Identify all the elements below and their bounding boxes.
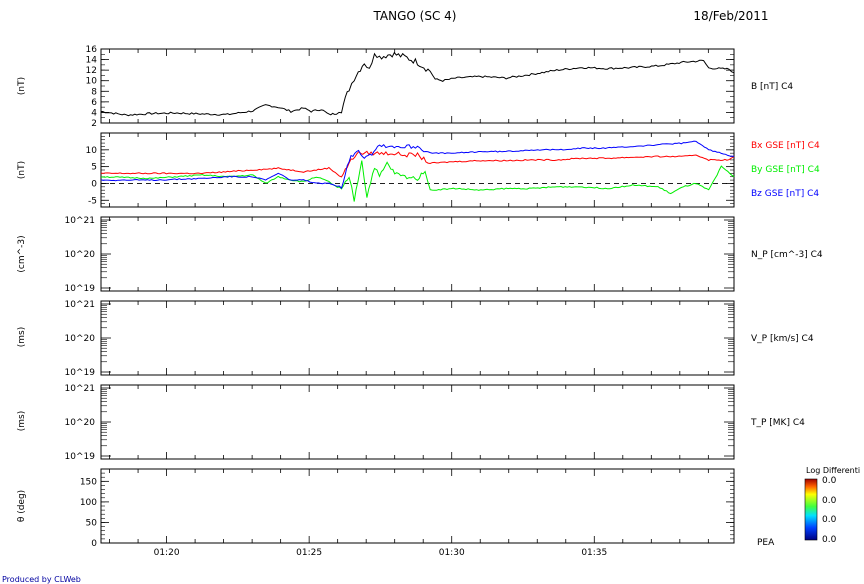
- panel-3-frame: [100, 216, 735, 292]
- panel5-right-label: T_P [MK] C4: [750, 418, 805, 428]
- y-tick-label: 0: [91, 539, 97, 549]
- colorbar-label-bottom: 0.0: [822, 535, 837, 545]
- panel-4-frame: [100, 300, 735, 376]
- panel4-ylabel: (ms): [17, 327, 27, 347]
- y-tick-label: 10^21: [65, 216, 95, 226]
- colorbar-title: Log Differenti: [806, 466, 860, 475]
- y-tick-label: 50: [86, 518, 98, 528]
- colorbar-label-top: 0.0: [822, 476, 837, 486]
- y-tick-label: 10^19: [65, 368, 96, 378]
- panel-1-frame: [100, 48, 735, 124]
- y-tick-label: 10^20: [65, 334, 96, 344]
- panel-5-frame: [100, 384, 735, 460]
- y-tick-label: 10^19: [65, 284, 96, 294]
- panel6-ylabel: θ (deg): [17, 490, 27, 522]
- y-tick-label: 16: [86, 45, 98, 55]
- x-tick-label: 01:20: [154, 548, 180, 558]
- panel-2-frame: [100, 132, 735, 208]
- colorbar-label-2: 0.0: [822, 496, 837, 506]
- x-tick-label: 01:35: [581, 548, 607, 558]
- y-tick-label: 10^20: [65, 418, 96, 428]
- y-tick-label: 10: [86, 77, 98, 87]
- panel3-right-label: N_P [cm^-3] C4: [751, 250, 823, 260]
- colorbar-side-label: PEA: [757, 538, 775, 548]
- series-line-bz: [100, 140, 735, 190]
- y-tick-label: 14: [86, 56, 98, 66]
- y-tick-label: 10^21: [65, 300, 95, 310]
- y-tick-label: 2: [91, 119, 97, 129]
- y-tick-label: 10^21: [65, 384, 95, 394]
- y-tick-label: 5: [91, 163, 97, 173]
- panel4-right-label: V_P [km/s] C4: [751, 334, 814, 344]
- y-tick-label: -5: [88, 196, 97, 206]
- y-tick-label: 10^19: [65, 452, 96, 462]
- series-line-b: [100, 51, 735, 117]
- y-tick-label: 6: [91, 98, 97, 108]
- series-line-by: [101, 160, 735, 202]
- x-tick-label: 01:25: [296, 548, 322, 558]
- y-tick-label: 12: [86, 66, 97, 76]
- panel5-ylabel: (ms): [17, 411, 27, 431]
- credit: Produced by CLWeb: [2, 575, 81, 584]
- legend-by: By GSE [nT] C4: [751, 165, 820, 175]
- panel2-ylabel: (nT): [17, 161, 27, 179]
- panel1-ylabel: (nT): [17, 77, 27, 95]
- y-tick-label: 8: [91, 87, 97, 97]
- y-tick-label: 10^20: [65, 250, 96, 260]
- colorbar-label-3: 0.0: [822, 515, 837, 525]
- y-tick-label: 10: [86, 146, 98, 156]
- y-tick-label: 100: [80, 498, 97, 508]
- colorbar: [804, 478, 818, 541]
- chart-title: TANGO (SC 4): [373, 9, 457, 23]
- series-line-bx: [100, 150, 735, 178]
- panel1-right-label: B [nT] C4: [751, 82, 793, 92]
- x-tick-label: 01:30: [439, 548, 465, 558]
- y-tick-label: 4: [91, 108, 97, 118]
- panel-6-frame: [100, 468, 735, 544]
- legend-bx: Bx GSE [nT] C4: [751, 141, 820, 151]
- y-tick-label: 0: [91, 179, 97, 189]
- panel3-ylabel: (cm^-3): [17, 235, 27, 272]
- chart-date: 18/Feb/2011: [693, 9, 768, 23]
- legend-bz: Bz GSE [nT] C4: [751, 189, 819, 199]
- y-tick-label: 150: [80, 477, 97, 487]
